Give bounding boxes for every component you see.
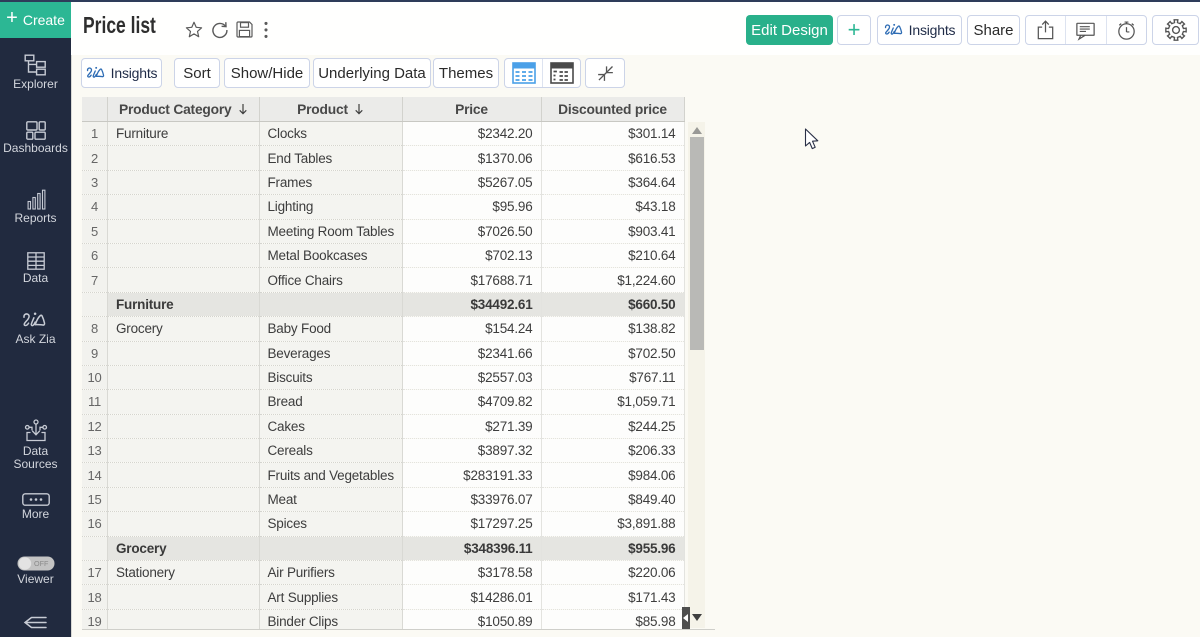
svg-text:OFF: OFF: [34, 559, 49, 568]
